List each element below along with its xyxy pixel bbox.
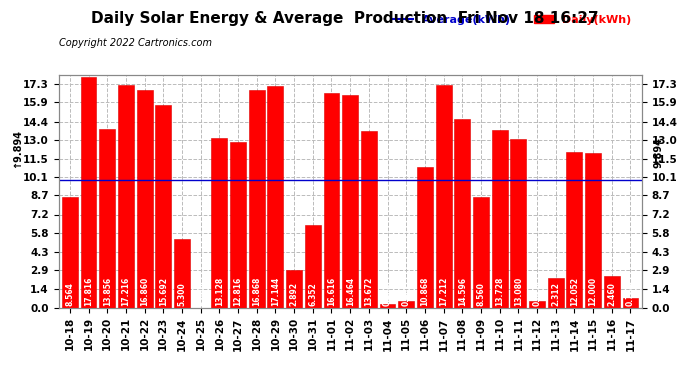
Bar (137, 90, 152, 308)
Text: 5.300: 5.300 (177, 283, 186, 306)
Text: 0.764: 0.764 (626, 282, 635, 306)
Bar (286, 270, 302, 308)
Bar (99, 129, 115, 308)
Text: 16.860: 16.860 (140, 277, 149, 306)
Bar (230, 142, 246, 308)
Bar (473, 197, 489, 308)
Bar (155, 105, 171, 308)
Text: 16.616: 16.616 (327, 278, 336, 306)
Bar (324, 93, 339, 308)
Text: 6.352: 6.352 (308, 283, 317, 306)
Bar (249, 90, 265, 308)
Bar (81, 77, 97, 308)
Text: 16.464: 16.464 (346, 278, 355, 306)
Text: 0.528: 0.528 (533, 283, 542, 306)
Text: 17.144: 17.144 (271, 277, 280, 306)
Bar (211, 138, 227, 308)
Text: 12.052: 12.052 (570, 278, 579, 306)
Legend: Average(kWh), Daily(kWh): Average(kWh), Daily(kWh) (389, 11, 636, 30)
Text: 13.128: 13.128 (215, 277, 224, 306)
Bar (529, 301, 545, 307)
Text: ↑9.894: ↑9.894 (12, 129, 22, 168)
Bar (417, 167, 433, 308)
Bar (361, 131, 377, 308)
Bar (62, 197, 78, 308)
Bar (604, 276, 620, 308)
Bar (511, 138, 526, 308)
Bar (398, 301, 414, 307)
Text: 17.816: 17.816 (84, 277, 93, 306)
Text: 12.816: 12.816 (233, 277, 243, 306)
Text: 17.212: 17.212 (439, 277, 448, 306)
Bar (585, 153, 601, 308)
Text: Copyright 2022 Cartronics.com: Copyright 2022 Cartronics.com (59, 38, 212, 48)
Text: 9.894: 9.894 (654, 138, 664, 168)
Bar (492, 130, 508, 308)
Text: 13.080: 13.080 (514, 277, 523, 306)
Bar (548, 278, 564, 308)
Text: 0.492: 0.492 (402, 283, 411, 306)
Text: 8.560: 8.560 (477, 283, 486, 306)
Text: 2.892: 2.892 (290, 282, 299, 306)
Bar (435, 85, 451, 308)
Text: 0.248: 0.248 (383, 282, 392, 306)
Text: 17.216: 17.216 (121, 277, 130, 306)
Text: 12.000: 12.000 (589, 278, 598, 306)
Bar (566, 152, 582, 308)
Bar (305, 225, 321, 308)
Bar (342, 95, 358, 308)
Text: 13.856: 13.856 (103, 278, 112, 306)
Text: 14.596: 14.596 (457, 278, 467, 306)
Text: Daily Solar Energy & Average  Production  Fri Nov 18 16:27: Daily Solar Energy & Average Production … (91, 11, 599, 26)
Text: 8.564: 8.564 (66, 283, 75, 306)
Bar (380, 304, 395, 307)
Text: 13.672: 13.672 (364, 277, 373, 306)
Bar (268, 86, 284, 308)
Text: 2.460: 2.460 (607, 283, 616, 306)
Text: 16.868: 16.868 (253, 277, 262, 306)
Text: 0.000: 0.000 (196, 283, 205, 306)
Bar (622, 298, 638, 307)
Bar (454, 119, 471, 308)
Bar (174, 239, 190, 308)
Text: 15.692: 15.692 (159, 278, 168, 306)
Text: 13.728: 13.728 (495, 277, 504, 306)
Bar (118, 85, 134, 308)
Text: 2.312: 2.312 (551, 283, 560, 306)
Text: 10.868: 10.868 (420, 277, 429, 306)
